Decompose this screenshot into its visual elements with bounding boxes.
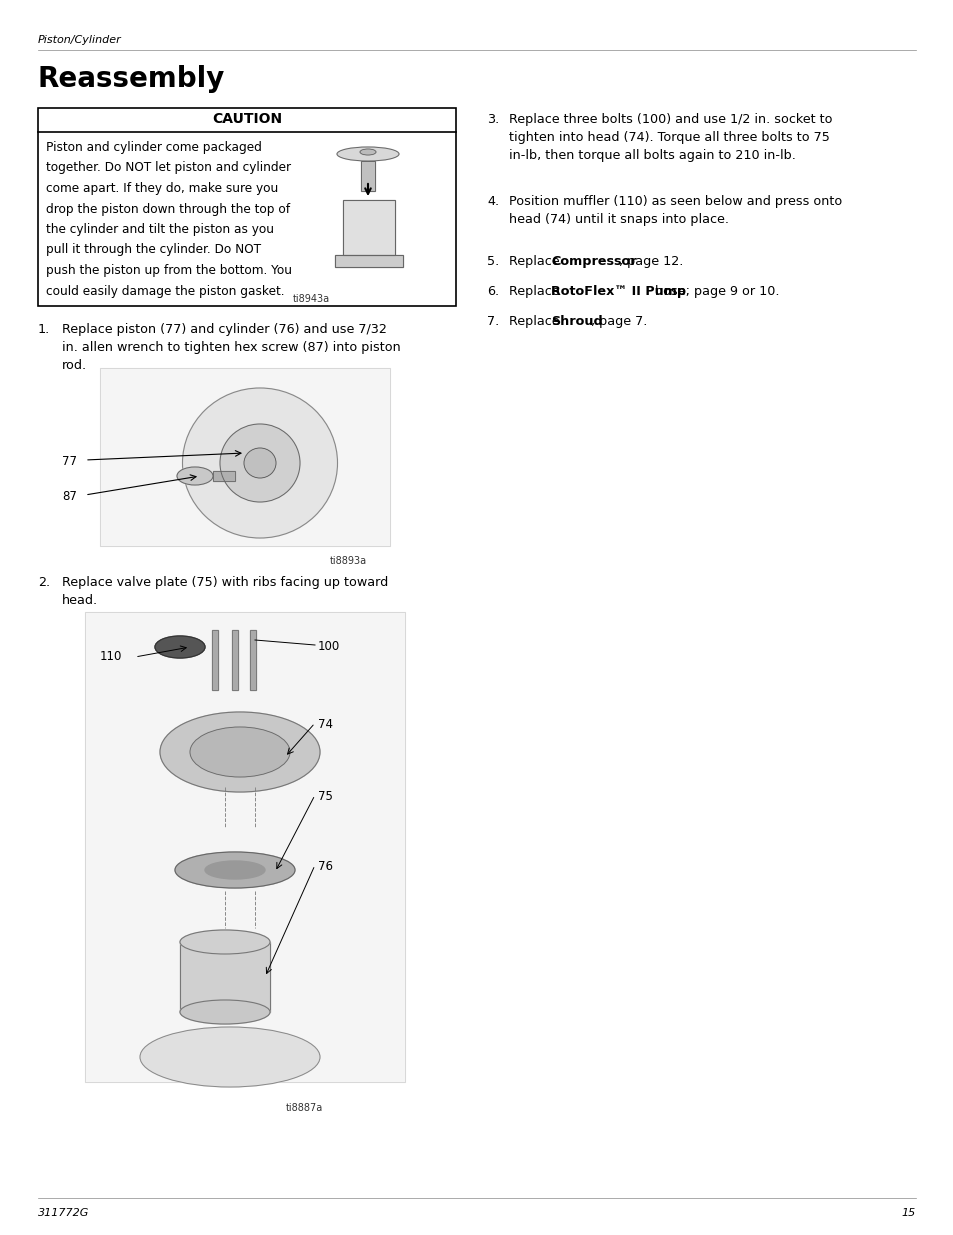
Bar bbox=[100, 368, 390, 546]
Bar bbox=[232, 630, 237, 690]
Bar bbox=[212, 630, 218, 690]
Text: 2.: 2. bbox=[38, 576, 51, 589]
Bar bbox=[85, 613, 405, 1082]
Text: come apart. If they do, make sure you: come apart. If they do, make sure you bbox=[46, 182, 278, 195]
Text: 7.: 7. bbox=[486, 315, 498, 329]
Ellipse shape bbox=[154, 636, 205, 658]
Text: 75: 75 bbox=[317, 790, 333, 803]
Text: 3.: 3. bbox=[486, 112, 498, 126]
Text: RotoFlex™ II Pump: RotoFlex™ II Pump bbox=[551, 285, 685, 298]
Text: drop the piston down through the top of: drop the piston down through the top of bbox=[46, 203, 290, 215]
Ellipse shape bbox=[160, 713, 319, 792]
Ellipse shape bbox=[190, 727, 290, 777]
Bar bbox=[38, 107, 456, 306]
Bar bbox=[250, 630, 255, 690]
Ellipse shape bbox=[205, 861, 265, 879]
Text: 15: 15 bbox=[901, 1208, 915, 1218]
Text: Piston/Cylinder: Piston/Cylinder bbox=[38, 35, 122, 44]
Ellipse shape bbox=[359, 149, 375, 156]
Text: 6.: 6. bbox=[486, 285, 498, 298]
Text: Replace valve plate (75) with ribs facing up toward
head.: Replace valve plate (75) with ribs facin… bbox=[62, 576, 388, 606]
Bar bbox=[180, 942, 270, 1011]
Text: ti8943a: ti8943a bbox=[293, 294, 330, 304]
Ellipse shape bbox=[174, 852, 294, 888]
Bar bbox=[213, 471, 234, 480]
Text: push the piston up from the bottom. You: push the piston up from the bottom. You bbox=[46, 264, 292, 277]
Text: 74: 74 bbox=[317, 718, 333, 731]
Text: Replace three bolts (100) and use 1/2 in. socket to
tighten into head (74). Torq: Replace three bolts (100) and use 1/2 in… bbox=[509, 112, 832, 162]
Ellipse shape bbox=[220, 424, 299, 501]
Text: Replace piston (77) and cylinder (76) and use 7/32
in. allen wrench to tighten h: Replace piston (77) and cylinder (76) an… bbox=[62, 324, 400, 372]
Text: Position muffler (110) as seen below and press onto
head (74) until it snaps int: Position muffler (110) as seen below and… bbox=[509, 195, 841, 226]
Text: 5.: 5. bbox=[486, 254, 498, 268]
Text: , page 12.: , page 12. bbox=[618, 254, 682, 268]
Ellipse shape bbox=[180, 1000, 270, 1024]
Text: 77: 77 bbox=[62, 454, 77, 468]
Text: , page 7.: , page 7. bbox=[590, 315, 647, 329]
Bar bbox=[232, 630, 237, 690]
Bar bbox=[343, 200, 395, 254]
Text: Reassembly: Reassembly bbox=[38, 65, 225, 93]
Text: 76: 76 bbox=[317, 860, 333, 873]
Text: the cylinder and tilt the piston as you: the cylinder and tilt the piston as you bbox=[46, 224, 274, 236]
Bar bbox=[85, 613, 405, 1082]
Bar bbox=[250, 630, 255, 690]
Bar bbox=[212, 630, 218, 690]
Text: CAUTION: CAUTION bbox=[212, 112, 282, 126]
Text: Compressor: Compressor bbox=[551, 254, 636, 268]
Ellipse shape bbox=[244, 448, 275, 478]
Ellipse shape bbox=[336, 147, 398, 161]
Bar bbox=[343, 200, 395, 254]
Bar bbox=[335, 254, 402, 267]
Bar bbox=[360, 161, 375, 191]
Text: 4.: 4. bbox=[486, 195, 498, 207]
Ellipse shape bbox=[182, 388, 337, 538]
Text: ti8887a: ti8887a bbox=[286, 1103, 323, 1113]
Text: Replace: Replace bbox=[509, 285, 563, 298]
Text: Replace: Replace bbox=[509, 254, 563, 268]
Text: 87: 87 bbox=[62, 490, 77, 503]
Text: together. Do NOT let piston and cylinder: together. Do NOT let piston and cylinder bbox=[46, 162, 291, 174]
Bar bbox=[213, 471, 234, 480]
Text: hose; page 9 or 10.: hose; page 9 or 10. bbox=[650, 285, 779, 298]
Text: Shroud: Shroud bbox=[551, 315, 602, 329]
Text: 110: 110 bbox=[100, 650, 122, 663]
Text: ti8893a: ti8893a bbox=[330, 556, 367, 566]
Ellipse shape bbox=[180, 930, 270, 953]
Text: 311772G: 311772G bbox=[38, 1208, 90, 1218]
Bar bbox=[180, 942, 270, 1011]
Text: 100: 100 bbox=[317, 640, 340, 653]
Bar bbox=[335, 254, 402, 267]
Text: pull it through the cylinder. Do NOT: pull it through the cylinder. Do NOT bbox=[46, 243, 261, 257]
Bar bbox=[360, 161, 375, 191]
Ellipse shape bbox=[140, 1028, 319, 1087]
Text: 1.: 1. bbox=[38, 324, 51, 336]
Bar bbox=[100, 368, 390, 546]
Text: could easily damage the piston gasket.: could easily damage the piston gasket. bbox=[46, 284, 284, 298]
Ellipse shape bbox=[177, 467, 213, 485]
Text: Piston and cylinder come packaged: Piston and cylinder come packaged bbox=[46, 141, 262, 154]
Text: Replace: Replace bbox=[509, 315, 563, 329]
